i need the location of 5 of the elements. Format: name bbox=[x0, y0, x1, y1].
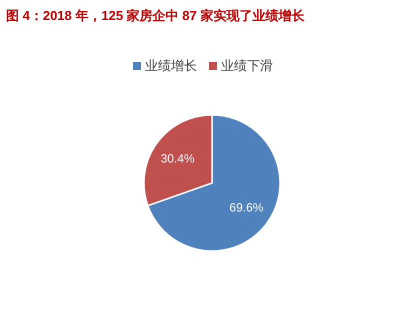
data-label: 69.6% bbox=[229, 200, 264, 214]
chart-title: 图 4：2018 年，125 家房企中 87 家实现了业绩增长 bbox=[6, 8, 306, 23]
data-label: 30.4% bbox=[160, 152, 195, 166]
legend-label: 业绩增长 bbox=[145, 58, 197, 73]
legend-label: 业绩下滑 bbox=[221, 58, 273, 73]
